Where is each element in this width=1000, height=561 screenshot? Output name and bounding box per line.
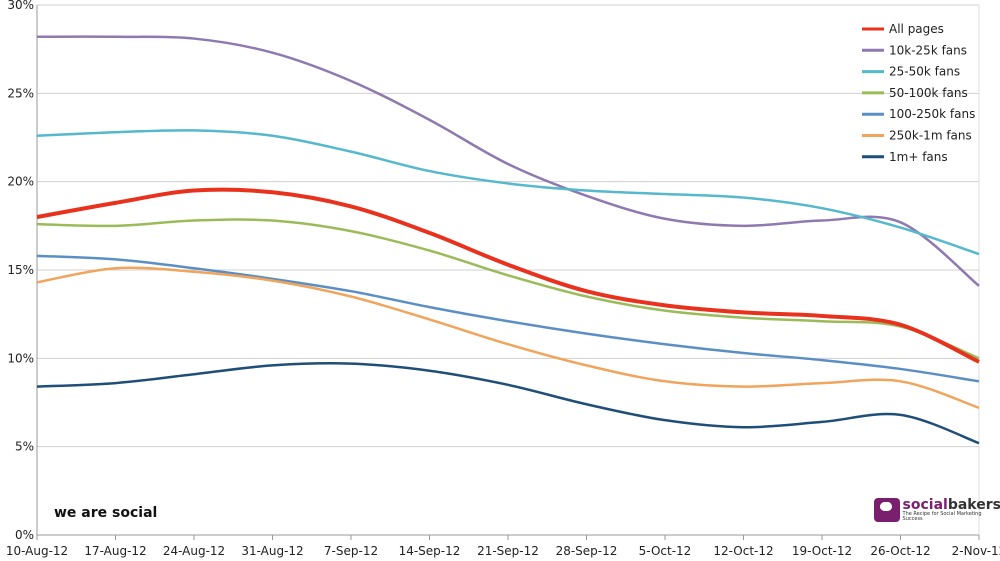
logo-name-a: social xyxy=(902,497,948,513)
legend-label: 250k-1m fans xyxy=(889,129,972,143)
y-tick-label: 20% xyxy=(7,175,34,189)
x-tick-label: 21-Sep-12 xyxy=(477,544,539,558)
x-tick-label: 5-Oct-12 xyxy=(639,544,692,558)
socialbakers-logo: socialbakers The Recipe for Social Marke… xyxy=(874,498,1000,522)
x-tick-label: 26-Oct-12 xyxy=(870,544,930,558)
x-tick-label: 2-Nov-12 xyxy=(952,544,1000,558)
series-line-4 xyxy=(36,254,980,383)
series-line-1 xyxy=(36,35,980,287)
y-tick-label: 10% xyxy=(7,351,34,365)
series-line-5 xyxy=(36,266,980,409)
x-tick-label: 19-Oct-12 xyxy=(792,544,852,558)
y-tick-label: 25% xyxy=(7,86,34,100)
legend-label: 50-100k fans xyxy=(889,86,968,100)
x-tick-label: 12-Oct-12 xyxy=(713,544,773,558)
x-tick-label: 14-Sep-12 xyxy=(399,544,461,558)
x-tick-label: 28-Sep-12 xyxy=(556,544,618,558)
we-are-social-watermark: we are social xyxy=(54,505,158,521)
x-tick-label: 31-Aug-12 xyxy=(241,544,303,558)
y-tick-label: 15% xyxy=(7,263,34,277)
series-line-2 xyxy=(36,129,980,256)
y-tick-label: 30% xyxy=(7,0,34,12)
x-tick-label: 17-Aug-12 xyxy=(84,544,146,558)
series-line-6 xyxy=(36,362,980,445)
legend-label: All pages xyxy=(889,22,944,36)
series-line-3 xyxy=(36,218,980,360)
legend-label: 100-250k fans xyxy=(889,107,975,121)
x-tick-label: 10-Aug-12 xyxy=(6,544,68,558)
legend-label: 25-50k fans xyxy=(889,65,960,79)
x-tick-label: 24-Aug-12 xyxy=(163,544,225,558)
x-tick-label: 7-Sep-12 xyxy=(324,544,378,558)
legend-label: 10k-25k fans xyxy=(889,43,967,57)
logo-name-b: bakers xyxy=(947,497,1000,513)
logo-tagline: The Recipe for Social Marketing Success xyxy=(902,511,982,522)
y-tick-label: 0% xyxy=(15,528,34,542)
chef-hat-icon xyxy=(874,498,900,522)
y-tick-label: 5% xyxy=(15,440,34,454)
legend-label: 1m+ fans xyxy=(889,150,948,164)
series-line-0 xyxy=(36,187,980,364)
